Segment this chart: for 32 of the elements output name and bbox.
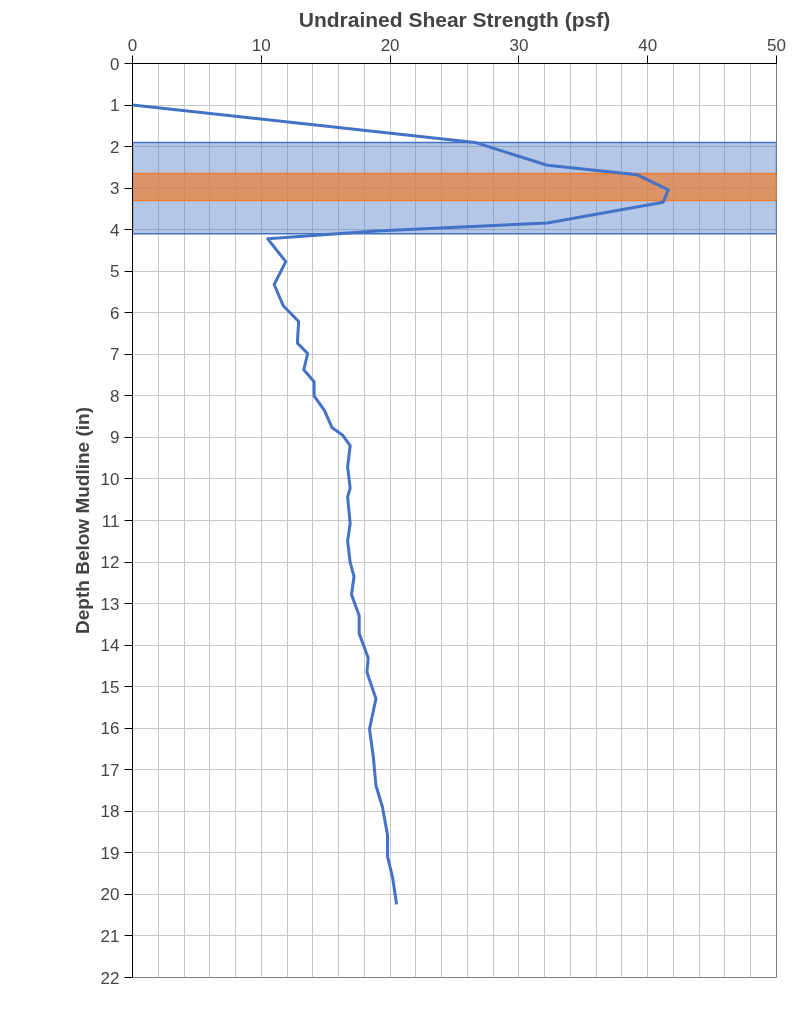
y-tick-label: 17 <box>100 760 120 780</box>
y-tick-label: 18 <box>100 802 120 822</box>
y-tick-label: 5 <box>110 262 120 282</box>
y-axis-title: Depth Below Mudline (in) <box>71 407 93 634</box>
y-tick-label: 19 <box>100 843 120 863</box>
y-tick-label: 15 <box>100 677 120 697</box>
x-tick-label: 30 <box>509 35 529 55</box>
y-tick-label: 12 <box>100 553 120 573</box>
y-tick-label: 22 <box>100 968 120 988</box>
y-tick-label: 21 <box>100 926 120 946</box>
x-tick-label: 0 <box>127 35 138 55</box>
y-tick-label: 3 <box>110 179 120 199</box>
y-tick-label: 13 <box>100 594 120 614</box>
y-tick-label: 1 <box>110 96 120 116</box>
y-tick-label: 14 <box>100 636 120 656</box>
y-tick-label: 8 <box>110 386 120 406</box>
y-tick-label: 9 <box>110 428 120 448</box>
x-tick-label: 50 <box>767 35 786 55</box>
y-tick-label: 20 <box>100 885 120 905</box>
y-tick-label: 10 <box>100 469 120 489</box>
y-tick-label: 7 <box>110 345 120 365</box>
x-tick-label: 10 <box>251 35 271 55</box>
y-tick-label: 2 <box>110 137 120 157</box>
x-tick-label: 40 <box>638 35 658 55</box>
y-tick-label: 6 <box>110 303 120 323</box>
chart-title: Undrained Shear Strength (psf) <box>298 7 611 31</box>
y-tick-label: 11 <box>101 511 120 531</box>
y-tick-label: 4 <box>110 220 120 240</box>
x-tick-label: 20 <box>380 35 400 55</box>
line-series <box>132 103 670 906</box>
y-tick-label: 0 <box>110 54 120 74</box>
y-tick-label: 16 <box>100 719 120 739</box>
